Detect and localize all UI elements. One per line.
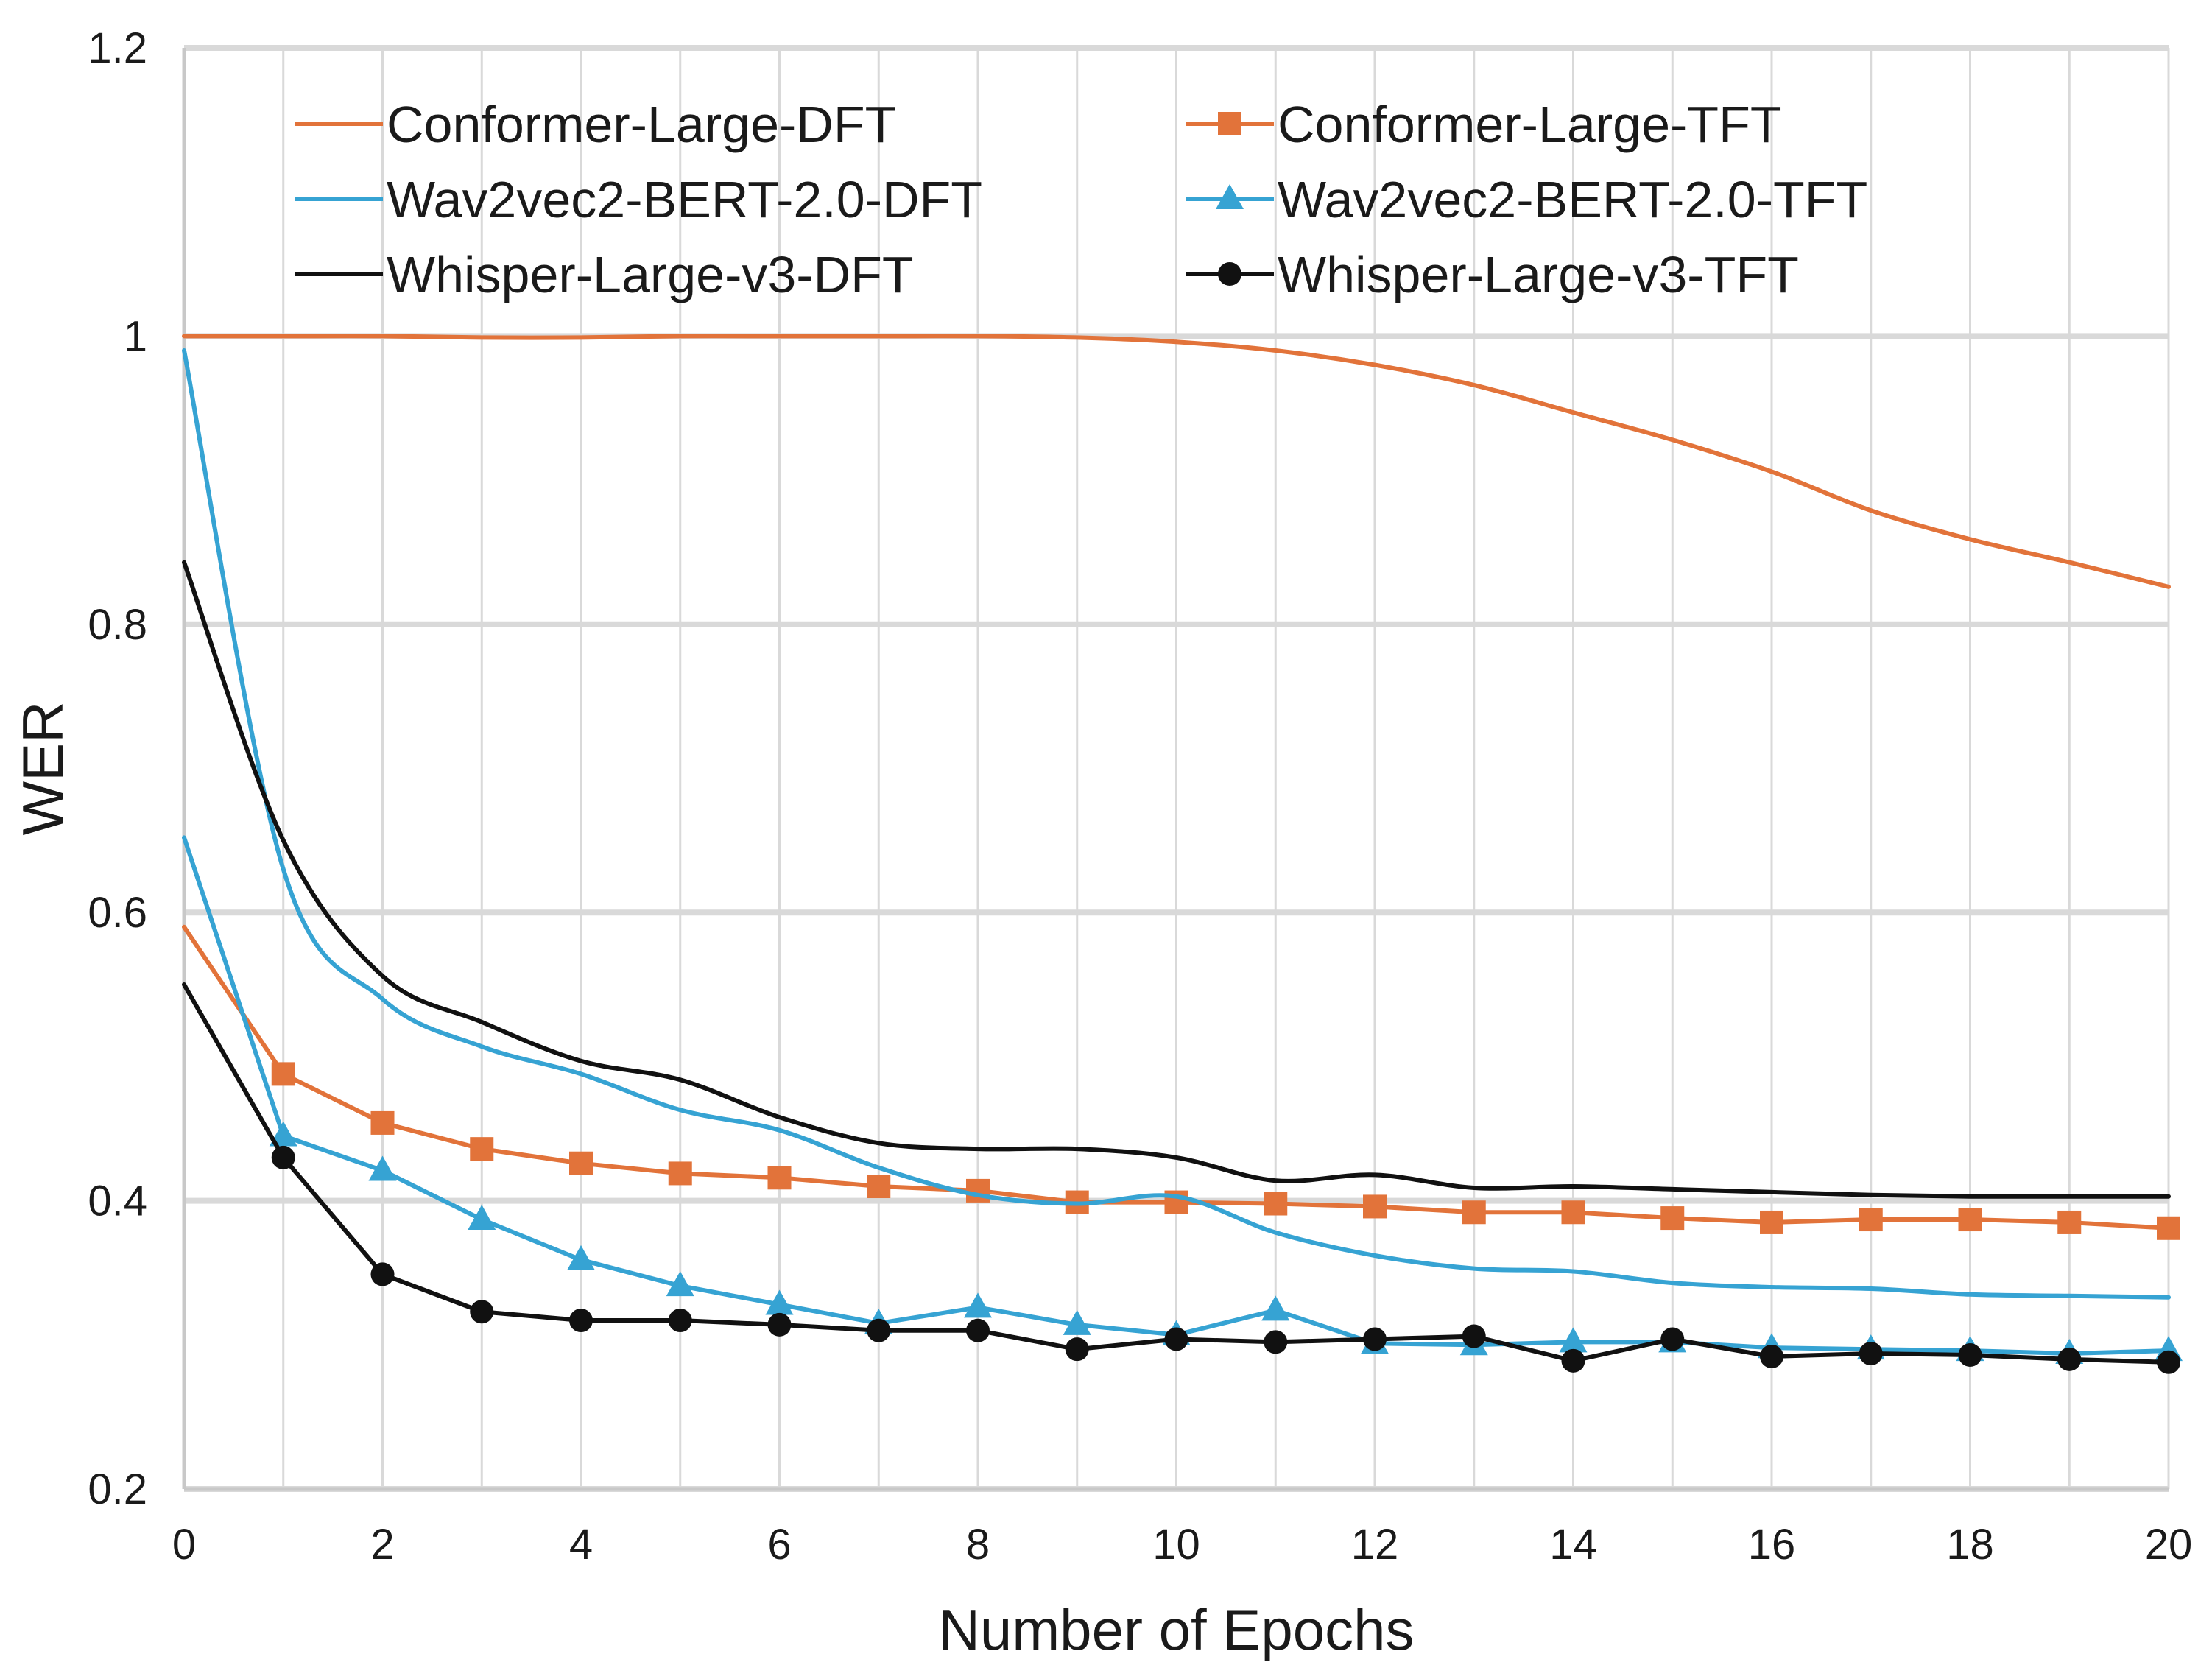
series-whisper-large-v3-dft: [182, 560, 2171, 1199]
x-tick-label: 18: [1946, 1521, 1994, 1569]
x-tick-label: 6: [767, 1521, 791, 1569]
x-tick-label: 12: [1351, 1521, 1399, 1569]
y-tick-label: 1.2: [88, 24, 147, 72]
y-axis-title: WER: [10, 702, 75, 836]
y-tick-label: 0.8: [88, 601, 147, 649]
data-point-whisper-large-v3-tft: [2157, 1350, 2180, 1374]
data-point-whisper-large-v3-tft: [470, 1300, 494, 1324]
data-point-whisper-large-v3-tft: [1958, 1342, 1982, 1367]
data-point-whisper-large-v3-tft: [1859, 1342, 1883, 1366]
data-point-whisper-large-v3-tft: [1462, 1324, 1486, 1348]
data-point-conformer-large-tft: [2157, 1216, 2180, 1240]
series-line-wav2vec2-bert-2-0-dft: [182, 348, 2171, 1300]
legend-marker-whisper-large-v3-tft: [1218, 262, 1241, 286]
legend-marker-wav2vec2-bert-2-0-tft: [1216, 184, 1244, 209]
data-point-whisper-large-v3-tft: [1065, 1337, 1089, 1362]
x-tick-label: 8: [966, 1521, 990, 1569]
data-point-wav2vec2-bert-2-0-tft: [1261, 1295, 1290, 1321]
data-point-conformer-large-tft: [1859, 1208, 1883, 1232]
data-point-whisper-large-v3-tft: [668, 1309, 692, 1333]
data-point-whisper-large-v3-tft: [1561, 1348, 1585, 1373]
data-point-whisper-large-v3-tft: [271, 1145, 295, 1169]
y-tick-label: 1: [124, 312, 147, 360]
series-line-whisper-large-v3-dft: [182, 560, 2171, 1199]
data-point-whisper-large-v3-tft: [767, 1312, 792, 1337]
data-point-whisper-large-v3-tft: [1164, 1327, 1188, 1351]
data-point-wav2vec2-bert-2-0-tft: [368, 1155, 397, 1181]
legend: Conformer-Large-DFT Conformer-Large-TFT Wa…: [295, 96, 1867, 303]
axes: 0 2 4 6 8 10 12 14 16 18 20 0.2 0.4 0.6 0.8 1 1.2: [88, 24, 2192, 1569]
data-point-wav2vec2-bert-2-0-tft: [666, 1271, 694, 1297]
data-point-conformer-large-tft: [867, 1175, 891, 1199]
legend-item-conformer-large-dft: Conformer-Large-DFT: [295, 96, 896, 153]
legend-label-conformer-large-tft: Conformer-Large-TFT: [1278, 96, 1782, 153]
data-point-conformer-large-tft: [1561, 1200, 1585, 1225]
data-point-conformer-large-tft: [370, 1110, 395, 1135]
data-point-conformer-large-tft: [1760, 1210, 1783, 1234]
data-point-conformer-large-tft: [1958, 1208, 1982, 1232]
y-tick-label: 0.4: [88, 1178, 147, 1225]
x-tick-label: 0: [172, 1521, 196, 1569]
data-point-conformer-large-tft: [1363, 1194, 1387, 1219]
data-point-conformer-large-tft: [271, 1062, 295, 1086]
data-point-wav2vec2-bert-2-0-tft: [468, 1205, 496, 1231]
data-point-whisper-large-v3-tft: [370, 1262, 395, 1286]
x-tick-label: 4: [569, 1521, 593, 1569]
data-point-whisper-large-v3-tft: [867, 1318, 891, 1342]
legend-label-whisper-large-v3-tft: Whisper-Large-v3-TFT: [1278, 246, 1799, 303]
data-point-whisper-large-v3-tft: [1264, 1330, 1288, 1354]
data-point-conformer-large-tft: [668, 1161, 692, 1186]
x-tick-label: 20: [2145, 1521, 2193, 1569]
data-point-conformer-large-tft: [1264, 1192, 1288, 1216]
data-point-whisper-large-v3-tft: [569, 1309, 593, 1333]
data-point-conformer-large-tft: [1462, 1200, 1486, 1225]
data-point-conformer-large-tft: [470, 1137, 494, 1161]
x-tick-label: 10: [1152, 1521, 1200, 1569]
x-axis-title: Number of Epochs: [939, 1597, 1415, 1662]
legend-item-conformer-large-tft: Conformer-Large-TFT: [1186, 96, 1782, 153]
data-point-wav2vec2-bert-2-0-tft: [1559, 1327, 1588, 1353]
data-point-conformer-large-tft: [767, 1166, 792, 1190]
y-tick-label: 0.2: [88, 1465, 147, 1513]
data-point-whisper-large-v3-tft: [1660, 1327, 1685, 1351]
data-point-wav2vec2-bert-2-0-tft: [1063, 1309, 1091, 1335]
data-point-conformer-large-tft: [569, 1151, 593, 1175]
data-point-whisper-large-v3-tft: [1760, 1344, 1783, 1368]
data-point-conformer-large-tft: [966, 1178, 990, 1203]
series-whisper-large-v3-tft: [182, 982, 2180, 1374]
data-point-wav2vec2-bert-2-0-tft: [765, 1289, 794, 1315]
legend-label-wav2vec2-bert-2-0-dft: Wav2vec2-BERT-2.0-DFT: [387, 171, 982, 228]
data-point-conformer-large-tft: [1660, 1206, 1685, 1231]
series-wav2vec2-bert-2-0-dft: [182, 348, 2171, 1300]
legend-item-whisper-large-v3-dft: Whisper-Large-v3-DFT: [295, 246, 914, 303]
y-tick-label: 0.6: [88, 889, 147, 937]
legend-label-whisper-large-v3-dft: Whisper-Large-v3-DFT: [387, 246, 914, 303]
series-line-conformer-large-dft: [182, 334, 2171, 589]
data-point-conformer-large-tft: [2057, 1210, 2082, 1234]
data-point-wav2vec2-bert-2-0-tft: [964, 1292, 992, 1318]
legend-label-wav2vec2-bert-2-0-tft: Wav2vec2-BERT-2.0-TFT: [1278, 171, 1867, 228]
legend-label-conformer-large-dft: Conformer-Large-DFT: [387, 96, 896, 153]
legend-item-wav2vec2-bert-2-0-tft: Wav2vec2-BERT-2.0-TFT: [1186, 171, 1867, 228]
x-tick-label: 2: [370, 1521, 394, 1569]
x-tick-label: 16: [1748, 1521, 1796, 1569]
legend-item-whisper-large-v3-tft: Whisper-Large-v3-TFT: [1186, 246, 1799, 303]
x-tick-label: 14: [1549, 1521, 1597, 1569]
data-point-wav2vec2-bert-2-0-tft: [269, 1121, 297, 1147]
series-conformer-large-tft: [182, 924, 2180, 1240]
legend-marker-conformer-large-tft: [1218, 112, 1241, 135]
data-point-wav2vec2-bert-2-0-tft: [567, 1245, 595, 1270]
legend-item-wav2vec2-bert-2-0-dft: Wav2vec2-BERT-2.0-DFT: [295, 171, 982, 228]
series-lines: [182, 334, 2183, 1374]
data-point-whisper-large-v3-tft: [1363, 1327, 1387, 1351]
series-conformer-large-dft: [182, 334, 2171, 589]
data-point-whisper-large-v3-tft: [966, 1318, 990, 1342]
data-point-whisper-large-v3-tft: [2057, 1347, 2082, 1371]
